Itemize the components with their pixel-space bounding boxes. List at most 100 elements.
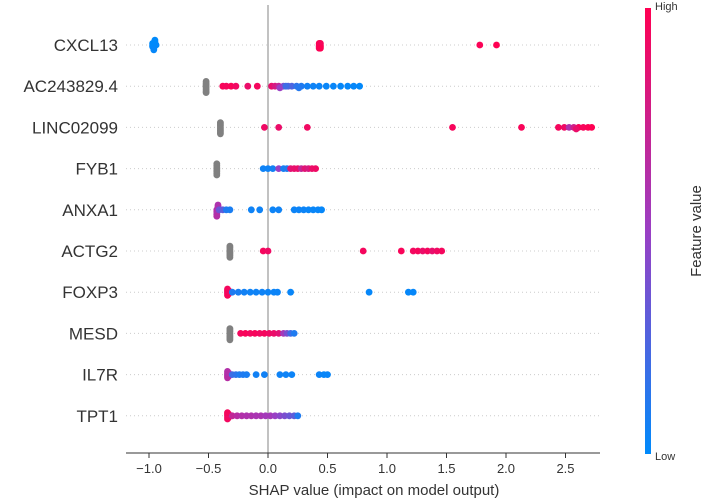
data-point [202, 78, 210, 85]
data-point [337, 82, 344, 90]
data-point [233, 412, 241, 420]
data-point [261, 371, 268, 378]
colorbar-high-label: High [655, 1, 678, 13]
data-point [275, 165, 283, 173]
data-point [224, 285, 231, 293]
data-point [226, 336, 234, 344]
feature-label: CXCL13 [54, 36, 118, 55]
data-point [243, 412, 251, 420]
data-point [246, 330, 254, 337]
data-point [282, 82, 290, 90]
data-point [226, 254, 234, 261]
data-point [228, 288, 236, 296]
x-ticks: −1.0 −0.5 0.0 0.5 1.0 1.5 2.0 2.5 [136, 453, 575, 476]
x-tick-label: −0.5 [196, 461, 222, 476]
data-point [275, 206, 283, 214]
data-point [295, 84, 303, 92]
row-guides [126, 44, 600, 417]
data-point [227, 82, 235, 90]
data-point [309, 82, 317, 90]
data-point [414, 247, 422, 255]
x-tick-label: 1.0 [378, 461, 396, 476]
data-point [202, 89, 210, 96]
feature-label: IL7R [82, 366, 118, 385]
x-tick-label: −1.0 [136, 461, 162, 476]
x-tick-label: 0.0 [259, 461, 277, 476]
data-point [252, 288, 260, 296]
data-point [295, 206, 303, 214]
data-point [274, 288, 281, 296]
data-point [232, 82, 240, 90]
data-point [247, 206, 255, 214]
data-point [258, 288, 266, 296]
data-point [276, 371, 284, 378]
feature-label: ACTG2 [61, 242, 118, 261]
data-point [315, 82, 323, 90]
data-point [438, 247, 446, 255]
data-point [262, 412, 269, 420]
data-point [493, 41, 500, 49]
data-point [288, 82, 296, 90]
data-point [305, 206, 312, 214]
data-point [312, 165, 319, 173]
data-point [344, 82, 352, 90]
data-point [213, 160, 221, 168]
data-point [359, 247, 367, 255]
data-point [409, 288, 417, 296]
data-point [265, 330, 273, 337]
data-point [276, 412, 284, 420]
data-point [228, 412, 236, 420]
data-point [397, 247, 405, 255]
data-point [240, 288, 248, 296]
feature-label: FYB1 [75, 160, 118, 179]
data-point [315, 371, 323, 378]
data-point [294, 412, 302, 420]
data-point [275, 124, 283, 131]
data-point [409, 247, 417, 255]
data-point [303, 124, 311, 131]
data-point [419, 247, 427, 255]
data-point [560, 124, 568, 131]
data-point [226, 325, 234, 332]
data-point [224, 409, 231, 416]
data-point [572, 125, 580, 133]
colorbar: High Low Feature value [645, 1, 704, 463]
data-point [518, 124, 525, 131]
data-point [476, 41, 484, 49]
data-point [300, 206, 308, 214]
data-point [237, 330, 245, 337]
x-tick-label: 2.0 [497, 461, 515, 476]
data-points [149, 36, 596, 423]
data-point [234, 288, 242, 296]
feature-labels: CXCL13 AC243829.4 LINC02099 FYB1 ANXA1 ACTG2 F… [23, 36, 118, 426]
data-point [350, 82, 358, 90]
data-point [555, 124, 562, 131]
feature-label: LINC02099 [32, 118, 118, 137]
x-axis-label: SHAP value (impact on model output) [249, 482, 500, 499]
data-point [270, 330, 278, 337]
data-point [322, 82, 330, 90]
data-point [449, 124, 456, 131]
data-point [287, 288, 294, 296]
feature-label: TPT1 [76, 407, 118, 426]
data-point [253, 82, 261, 90]
feature-label: AC243829.4 [23, 77, 118, 96]
data-point [424, 247, 431, 255]
data-point [150, 46, 158, 54]
data-point [317, 44, 324, 52]
data-point [330, 82, 337, 90]
data-point [286, 412, 293, 420]
feature-label: MESD [69, 324, 118, 343]
data-point [226, 242, 234, 250]
data-point [588, 124, 596, 131]
data-point [264, 288, 272, 296]
data-point [261, 330, 268, 337]
data-point [269, 165, 277, 173]
data-point [318, 206, 325, 214]
data-point [282, 371, 290, 378]
data-point [244, 82, 252, 90]
data-point [579, 124, 587, 131]
data-point [356, 82, 363, 90]
data-point [257, 412, 265, 420]
